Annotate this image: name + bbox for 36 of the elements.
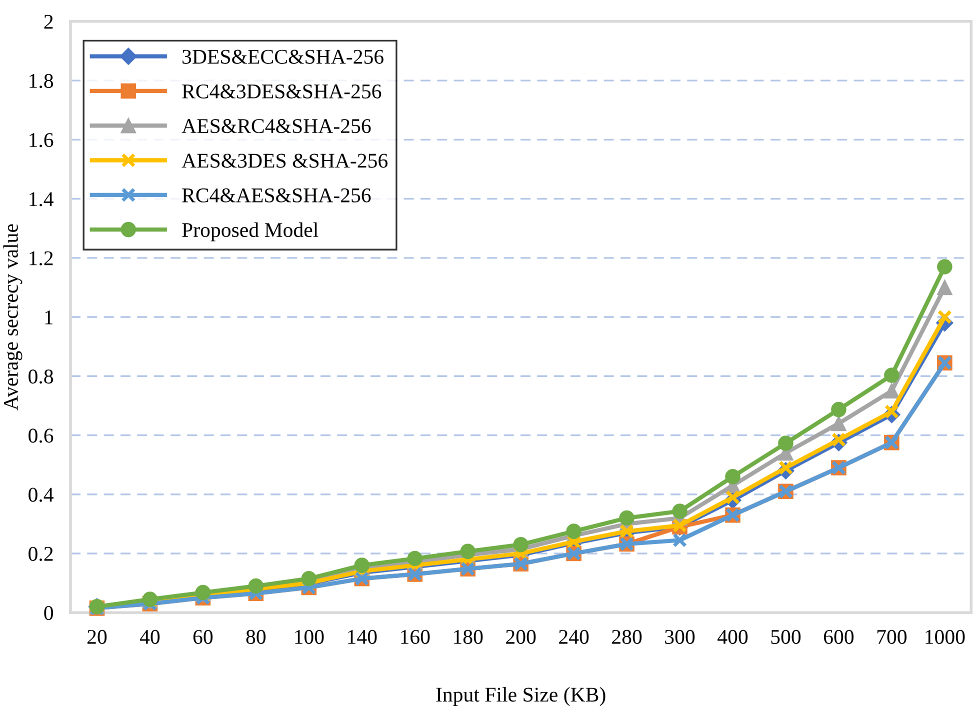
x-tick-label: 60 bbox=[193, 630, 213, 644]
legend-label: RC4&AES&SHA-256 bbox=[182, 188, 371, 202]
y-tick-label: 1.2 bbox=[30, 251, 53, 266]
x-tick-label: 100 bbox=[295, 630, 324, 644]
x-tick-label: 140 bbox=[348, 630, 377, 644]
x-tick-label: 1000 bbox=[926, 630, 965, 644]
x-tick-label: 500 bbox=[771, 630, 801, 644]
legend-label: 3DES&ECC&SHA-256 bbox=[182, 50, 384, 64]
legend-label: AES&3DES &SHA-256 bbox=[182, 154, 388, 168]
x-tick-label: 400 bbox=[718, 630, 748, 644]
legend-label: Proposed Model bbox=[182, 222, 318, 242]
legend-label: RC4&3DES&SHA-256 bbox=[182, 84, 382, 98]
x-tick-label: 40 bbox=[140, 630, 160, 644]
y-tick-label: 1.8 bbox=[30, 74, 54, 88]
y-tick-label: 0 bbox=[44, 606, 54, 620]
y-tick-label: 1.6 bbox=[30, 133, 54, 148]
y-tick-label: 1 bbox=[45, 310, 53, 324]
x-tick-label: 160 bbox=[401, 630, 430, 644]
x-tick-label: 300 bbox=[665, 630, 695, 644]
x-tick-label: 240 bbox=[559, 630, 589, 644]
y-tick-label: 0.8 bbox=[28, 370, 54, 384]
x-axis-title: Input File Size (KB) bbox=[436, 687, 606, 706]
x-tick-label: 20 bbox=[87, 630, 107, 644]
y-axis-title: Average secrecy value bbox=[3, 224, 22, 410]
x-tick-label: 700 bbox=[877, 630, 907, 644]
x-tick-label: 180 bbox=[454, 630, 483, 644]
x-tick-label: 600 bbox=[824, 630, 854, 644]
legend-label: AES&RC4&SHA-256 bbox=[182, 119, 371, 134]
y-tick-label: 0.4 bbox=[28, 488, 54, 502]
y-tick-label: 0.2 bbox=[28, 546, 53, 562]
x-tick-label: 200 bbox=[506, 630, 536, 644]
y-tick-label: 1.4 bbox=[30, 192, 54, 206]
y-tick-label: 2 bbox=[44, 14, 53, 29]
x-tick-label: 280 bbox=[612, 630, 642, 644]
y-tick-label: 0.6 bbox=[28, 428, 54, 443]
x-tick-label: 80 bbox=[246, 630, 266, 644]
